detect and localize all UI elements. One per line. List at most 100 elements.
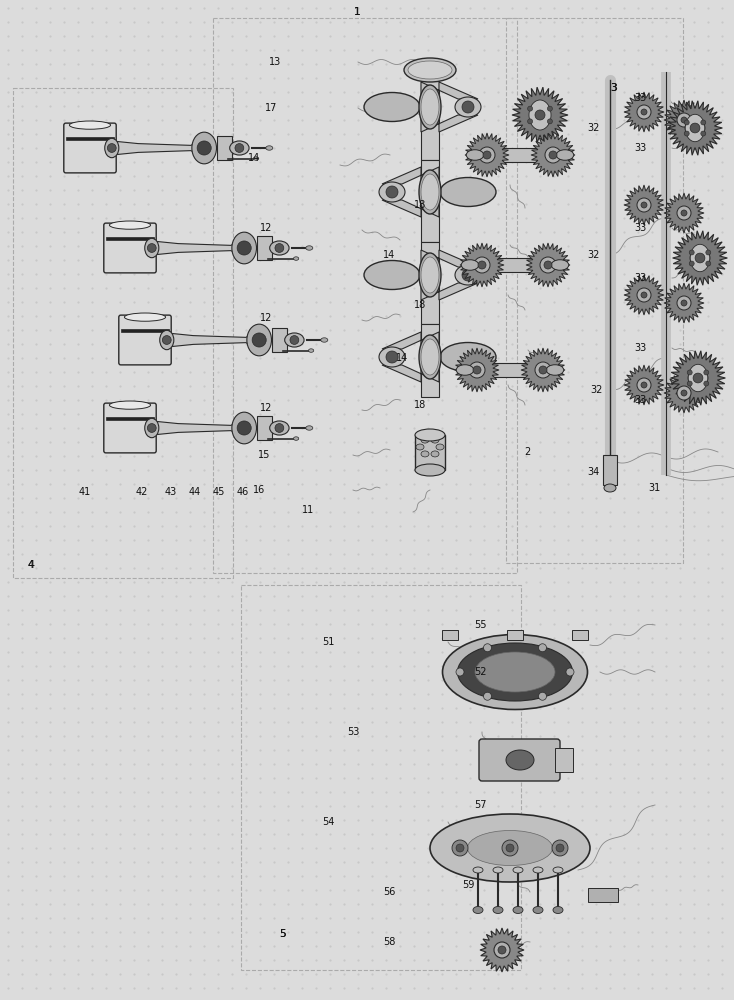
Ellipse shape [686, 114, 705, 142]
Circle shape [689, 261, 694, 266]
Circle shape [687, 370, 692, 375]
Circle shape [474, 257, 490, 273]
Ellipse shape [443, 635, 587, 710]
Circle shape [462, 269, 474, 281]
Bar [66, 137, 115, 140]
Circle shape [704, 381, 709, 386]
Circle shape [684, 131, 689, 136]
Text: 14: 14 [383, 250, 395, 260]
Text: 1: 1 [355, 7, 360, 17]
Ellipse shape [551, 260, 569, 270]
Circle shape [690, 123, 700, 133]
Bar [241, 585, 521, 970]
Text: 1: 1 [354, 7, 361, 17]
Text: 33: 33 [634, 343, 646, 353]
Polygon shape [531, 133, 575, 177]
Bar [217, 136, 233, 160]
Circle shape [539, 692, 547, 700]
Ellipse shape [468, 830, 553, 865]
Ellipse shape [364, 93, 420, 121]
Circle shape [701, 120, 706, 125]
Text: 14: 14 [396, 353, 408, 363]
Ellipse shape [306, 426, 313, 430]
Ellipse shape [556, 150, 574, 160]
Polygon shape [526, 243, 570, 287]
Polygon shape [664, 193, 704, 233]
Circle shape [704, 370, 709, 375]
Ellipse shape [419, 335, 441, 379]
Circle shape [677, 296, 691, 310]
Circle shape [539, 366, 547, 374]
Circle shape [386, 351, 398, 363]
Circle shape [637, 288, 651, 302]
Polygon shape [460, 243, 504, 287]
Ellipse shape [379, 182, 405, 202]
Text: 5: 5 [279, 929, 286, 939]
Text: 4: 4 [28, 560, 34, 570]
Bar [256, 236, 272, 260]
Polygon shape [672, 231, 727, 285]
Ellipse shape [421, 451, 429, 457]
Ellipse shape [192, 132, 217, 164]
Circle shape [456, 844, 464, 852]
Ellipse shape [493, 906, 503, 914]
Bar [506, 18, 683, 563]
Bar [555, 748, 573, 772]
Text: 44: 44 [189, 487, 200, 497]
Ellipse shape [421, 174, 439, 210]
Ellipse shape [688, 364, 708, 392]
Ellipse shape [308, 349, 313, 352]
Text: 13: 13 [269, 57, 281, 67]
Ellipse shape [294, 257, 299, 260]
Circle shape [252, 333, 266, 347]
Ellipse shape [285, 333, 304, 347]
Polygon shape [455, 348, 499, 392]
Text: 34: 34 [587, 467, 599, 477]
Circle shape [530, 105, 550, 125]
Ellipse shape [364, 260, 420, 290]
Text: 56: 56 [383, 887, 395, 897]
Polygon shape [421, 82, 478, 132]
Circle shape [535, 110, 545, 120]
Ellipse shape [466, 150, 484, 160]
Bar [507, 630, 523, 640]
Ellipse shape [404, 58, 456, 82]
Circle shape [566, 668, 574, 676]
Text: 12: 12 [260, 313, 272, 323]
Ellipse shape [145, 418, 159, 438]
Bar [475, 148, 565, 162]
Circle shape [478, 261, 486, 269]
Ellipse shape [230, 141, 249, 155]
Ellipse shape [473, 867, 483, 873]
Circle shape [539, 644, 547, 652]
Polygon shape [664, 283, 704, 323]
Bar [415, 435, 445, 470]
Circle shape [484, 644, 492, 652]
Ellipse shape [70, 121, 111, 129]
Circle shape [528, 106, 533, 111]
Ellipse shape [430, 814, 590, 882]
Circle shape [237, 241, 251, 255]
Circle shape [494, 942, 510, 958]
Circle shape [688, 368, 708, 388]
Text: 32: 32 [587, 123, 599, 133]
Ellipse shape [553, 906, 563, 914]
Circle shape [528, 119, 533, 124]
Text: 43: 43 [164, 487, 176, 497]
FancyBboxPatch shape [103, 223, 156, 273]
Bar [465, 363, 555, 377]
Circle shape [506, 844, 514, 852]
Text: 54: 54 [323, 817, 335, 827]
Polygon shape [664, 373, 704, 413]
Text: 32: 32 [587, 250, 599, 260]
Text: 51: 51 [323, 637, 335, 647]
Bar [421, 324, 439, 397]
Text: 41: 41 [79, 487, 90, 497]
Text: 58: 58 [383, 937, 395, 947]
Circle shape [544, 261, 552, 269]
Ellipse shape [431, 437, 439, 443]
Circle shape [386, 186, 398, 198]
Ellipse shape [419, 85, 441, 129]
Text: 32: 32 [590, 385, 602, 395]
Bar [572, 630, 588, 640]
